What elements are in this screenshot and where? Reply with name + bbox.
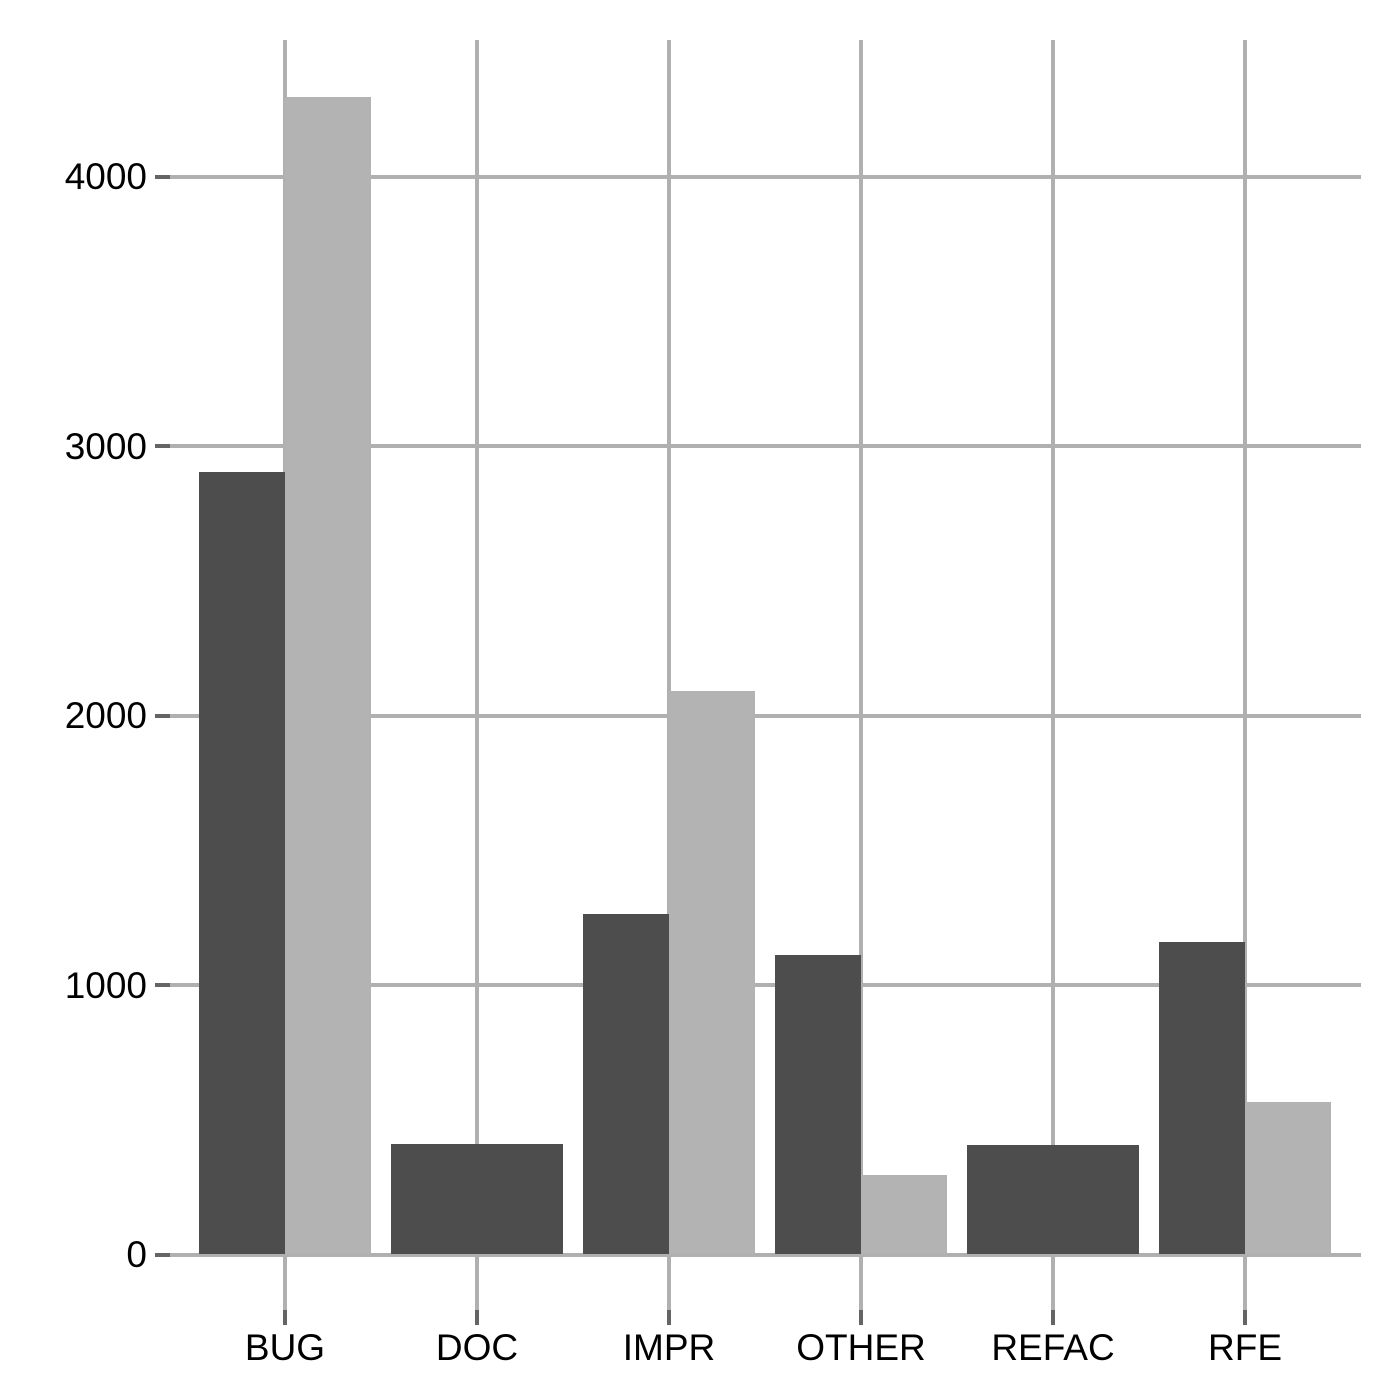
y-gridline (170, 444, 1361, 448)
y-axis-tick (155, 174, 170, 179)
bar-other-light-gray (861, 1174, 948, 1255)
x-tick-label: REFAC (991, 1327, 1115, 1368)
bar-bug-dark-gray (198, 471, 285, 1255)
y-tick-label: 3000 (64, 425, 147, 467)
x-axis-tick (667, 1310, 671, 1325)
bar-refac-dark-gray (966, 1145, 1140, 1255)
x-axis-tick (1051, 1310, 1055, 1325)
x-axis-tick (859, 1310, 863, 1325)
y-axis-tick (155, 983, 170, 987)
y-axis-tick (155, 1252, 170, 1257)
x-tick-label: OTHER (796, 1327, 926, 1368)
y-gridline (170, 174, 1361, 179)
y-tick-label: 4000 (64, 156, 147, 197)
bar-impr-light-gray (669, 691, 756, 1255)
y-gridline (170, 713, 1361, 718)
x-gridline (667, 40, 671, 1310)
bar-rfe-dark-gray (1158, 941, 1245, 1255)
x-gridline (1051, 40, 1055, 1310)
bar-impr-dark-gray (582, 913, 669, 1255)
x-gridline (859, 40, 863, 1310)
x-tick-label: RFE (1208, 1327, 1282, 1368)
y-tick-label: 2000 (64, 695, 147, 736)
y-axis-tick (155, 444, 170, 448)
bar-doc-dark-gray (390, 1144, 564, 1255)
bar-bug-light-gray (285, 96, 372, 1255)
x-axis-tick (1243, 1310, 1247, 1325)
x-tick-label: BUG (244, 1327, 326, 1368)
x-tick-label: IMPR (622, 1327, 716, 1368)
y-gridline (170, 983, 1361, 987)
x-gridline (1243, 40, 1247, 1310)
x-tick-label: DOC (435, 1327, 519, 1368)
y-gridline (170, 1252, 1361, 1257)
x-axis-tick (475, 1310, 479, 1325)
y-tick-label: 0 (126, 1234, 147, 1275)
x-axis-tick (283, 1310, 287, 1325)
bar-other-dark-gray (774, 955, 861, 1255)
bar-rfe-light-gray (1245, 1102, 1332, 1255)
y-tick-label: 1000 (64, 964, 147, 1006)
x-gridline (475, 40, 479, 1310)
y-axis-tick (155, 713, 170, 718)
